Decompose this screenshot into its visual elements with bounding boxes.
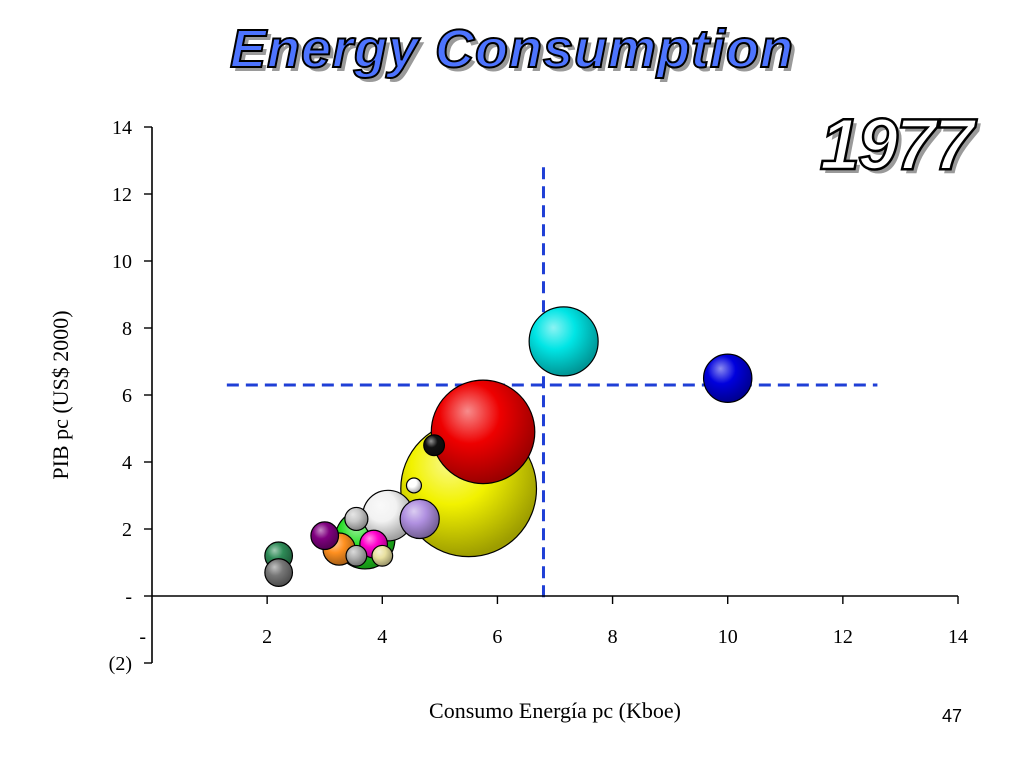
y-tick-label: 14: [112, 117, 132, 139]
bubble-point[interactable]: [399, 498, 440, 540]
bubble-point[interactable]: [264, 558, 294, 587]
x-tick-label: 10: [718, 626, 738, 648]
x-tick-label: 4: [377, 626, 387, 648]
bubble-point[interactable]: [528, 306, 599, 377]
x-tick-label: 8: [608, 626, 618, 648]
y-axis-title: PIB pc (US$ 2000): [48, 310, 73, 479]
axes: [144, 126, 959, 664]
bubble-point[interactable]: [310, 521, 340, 551]
x-tick-label: 12: [833, 626, 853, 648]
y-tick-label: 10: [112, 251, 132, 273]
bubble-point[interactable]: [430, 379, 536, 485]
x-axis-title: Consumo Energía pc (Kboe): [429, 698, 681, 723]
x-tick-label: 6: [492, 626, 502, 648]
bubble-point[interactable]: [423, 434, 446, 457]
reference-lines: [226, 167, 878, 603]
slide-title: Energy Consumption: [229, 18, 794, 80]
bubble-point[interactable]: [702, 353, 753, 404]
bubble-point[interactable]: [405, 477, 423, 494]
x-origin-label: -: [139, 626, 146, 648]
y-tick-label: 12: [112, 184, 132, 206]
y-tick-label: 2: [122, 519, 132, 541]
x-tick-label: 2: [262, 626, 272, 648]
y-tick-label: 4: [122, 452, 132, 474]
x-tick-label: 14: [948, 626, 968, 648]
y-tick-label: 6: [122, 385, 132, 407]
year-label: 1977: [819, 104, 976, 187]
bubble-point[interactable]: [345, 544, 368, 567]
y-tick-label: 8: [122, 318, 132, 340]
bubbles: [264, 306, 753, 587]
y-tick-label: -: [125, 586, 132, 608]
bubble-point[interactable]: [344, 506, 369, 532]
page-number: 47: [941, 706, 962, 726]
bubble-point[interactable]: [371, 544, 394, 567]
y-tick-label: (2): [109, 653, 132, 675]
